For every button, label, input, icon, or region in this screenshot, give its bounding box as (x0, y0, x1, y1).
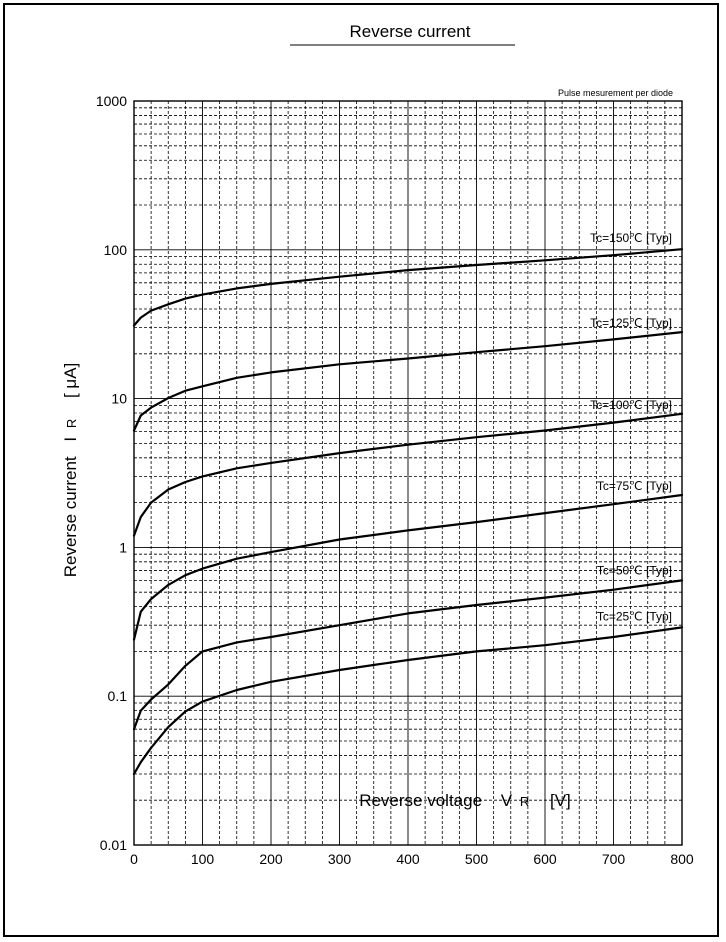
x-tick-label: 700 (602, 851, 626, 867)
series-label-5: Tc=25℃ [Typ] (597, 609, 672, 623)
x-tick-label: 400 (396, 851, 420, 867)
x-axis-unit: [V] (550, 791, 571, 810)
y-axis-label: Reverse current I R [ μA] (61, 363, 80, 578)
y-axis-symbol: I (61, 437, 80, 442)
chart-title: Reverse current (350, 22, 471, 41)
y-tick-label: 100 (104, 242, 128, 258)
x-tick-label: 100 (191, 851, 215, 867)
y-axis-unit: [ μA] (61, 363, 80, 398)
y-tick-label: 1000 (96, 93, 127, 109)
x-tick-label: 300 (328, 851, 352, 867)
measurement-note: Pulse mesurement per diode (558, 88, 673, 98)
series-labels: Tc=150℃ [Typ] Tc=125℃ [Typ] Tc=100℃ [Typ] T… (590, 231, 672, 623)
x-tick-label: 200 (259, 851, 283, 867)
series-line-0 (132, 248, 684, 327)
x-tick-labels: 0 100 200 300 400 500 600 700 800 (130, 851, 694, 867)
grid (133, 100, 683, 846)
chart-frame (3, 3, 719, 937)
y-axis-label-text: Reverse current (61, 456, 80, 577)
x-axis-label-text: Reverse voltage (359, 791, 482, 810)
series-line-2 (132, 412, 684, 537)
y-tick-label: 0.1 (108, 688, 128, 704)
series-line-1 (132, 331, 684, 432)
y-tick-labels: 0.01 0.1 1 10 100 1000 (96, 93, 127, 853)
series-line-3 (132, 493, 684, 641)
y-tick-label: 1 (119, 539, 127, 555)
y-tick-label: 0.01 (100, 837, 127, 853)
series-line-4 (132, 579, 684, 731)
series-label-1: Tc=125℃ [Typ] (590, 316, 672, 330)
curves (132, 248, 684, 776)
plot-area-border (133, 100, 683, 846)
series-line-5 (132, 626, 684, 776)
y-axis-subscript: R (64, 419, 79, 428)
series-label-2: Tc=100℃ [Typ] (590, 398, 672, 412)
series-label-0: Tc=150℃ [Typ] (590, 231, 672, 245)
x-tick-label: 0 (130, 851, 138, 867)
series-label-3: Tc=75℃ [Typ] (597, 479, 672, 493)
x-axis-label: Reverse voltage V R [V] (359, 791, 571, 810)
x-tick-label: 800 (670, 851, 694, 867)
series-label-4: Tc=50℃ [Typ] (597, 563, 672, 577)
x-axis-symbol: V (501, 791, 513, 810)
y-tick-label: 10 (111, 391, 127, 407)
x-tick-label: 600 (533, 851, 557, 867)
x-axis-subscript: R (520, 794, 529, 809)
x-tick-label: 500 (465, 851, 489, 867)
